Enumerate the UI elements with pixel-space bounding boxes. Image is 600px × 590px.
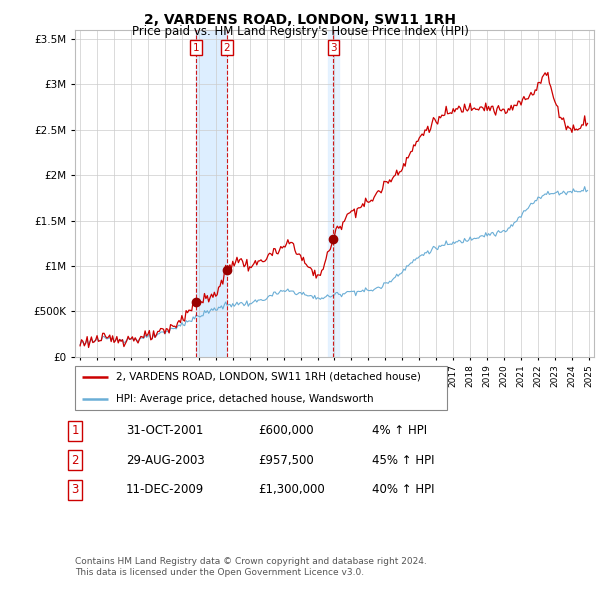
Text: 4% ↑ HPI: 4% ↑ HPI [372,424,427,437]
Bar [328,30,338,357]
Text: £1,300,000: £1,300,000 [258,483,325,496]
Text: 29-AUG-2003: 29-AUG-2003 [126,454,205,467]
Text: HPI: Average price, detached house, Wandsworth: HPI: Average price, detached house, Wand… [116,394,374,404]
Text: This data is licensed under the Open Government Licence v3.0.: This data is licensed under the Open Gov… [75,568,364,577]
Text: 1: 1 [71,424,79,437]
FancyBboxPatch shape [75,366,447,410]
Text: 3: 3 [330,42,337,53]
Text: 2: 2 [224,42,230,53]
Text: Contains HM Land Registry data © Crown copyright and database right 2024.: Contains HM Land Registry data © Crown c… [75,558,427,566]
Text: 11-DEC-2009: 11-DEC-2009 [126,483,204,496]
Text: Price paid vs. HM Land Registry's House Price Index (HPI): Price paid vs. HM Land Registry's House … [131,25,469,38]
Text: 45% ↑ HPI: 45% ↑ HPI [372,454,434,467]
Text: 40% ↑ HPI: 40% ↑ HPI [372,483,434,496]
Text: 3: 3 [71,483,79,496]
Bar [196,30,227,357]
Text: 2, VARDENS ROAD, LONDON, SW11 1RH (detached house): 2, VARDENS ROAD, LONDON, SW11 1RH (detac… [116,372,421,382]
Text: £600,000: £600,000 [258,424,314,437]
Text: 31-OCT-2001: 31-OCT-2001 [126,424,203,437]
Text: 2, VARDENS ROAD, LONDON, SW11 1RH: 2, VARDENS ROAD, LONDON, SW11 1RH [144,13,456,27]
Bar [332,30,334,357]
Text: £957,500: £957,500 [258,454,314,467]
Text: 2: 2 [71,454,79,467]
Text: 1: 1 [193,42,199,53]
